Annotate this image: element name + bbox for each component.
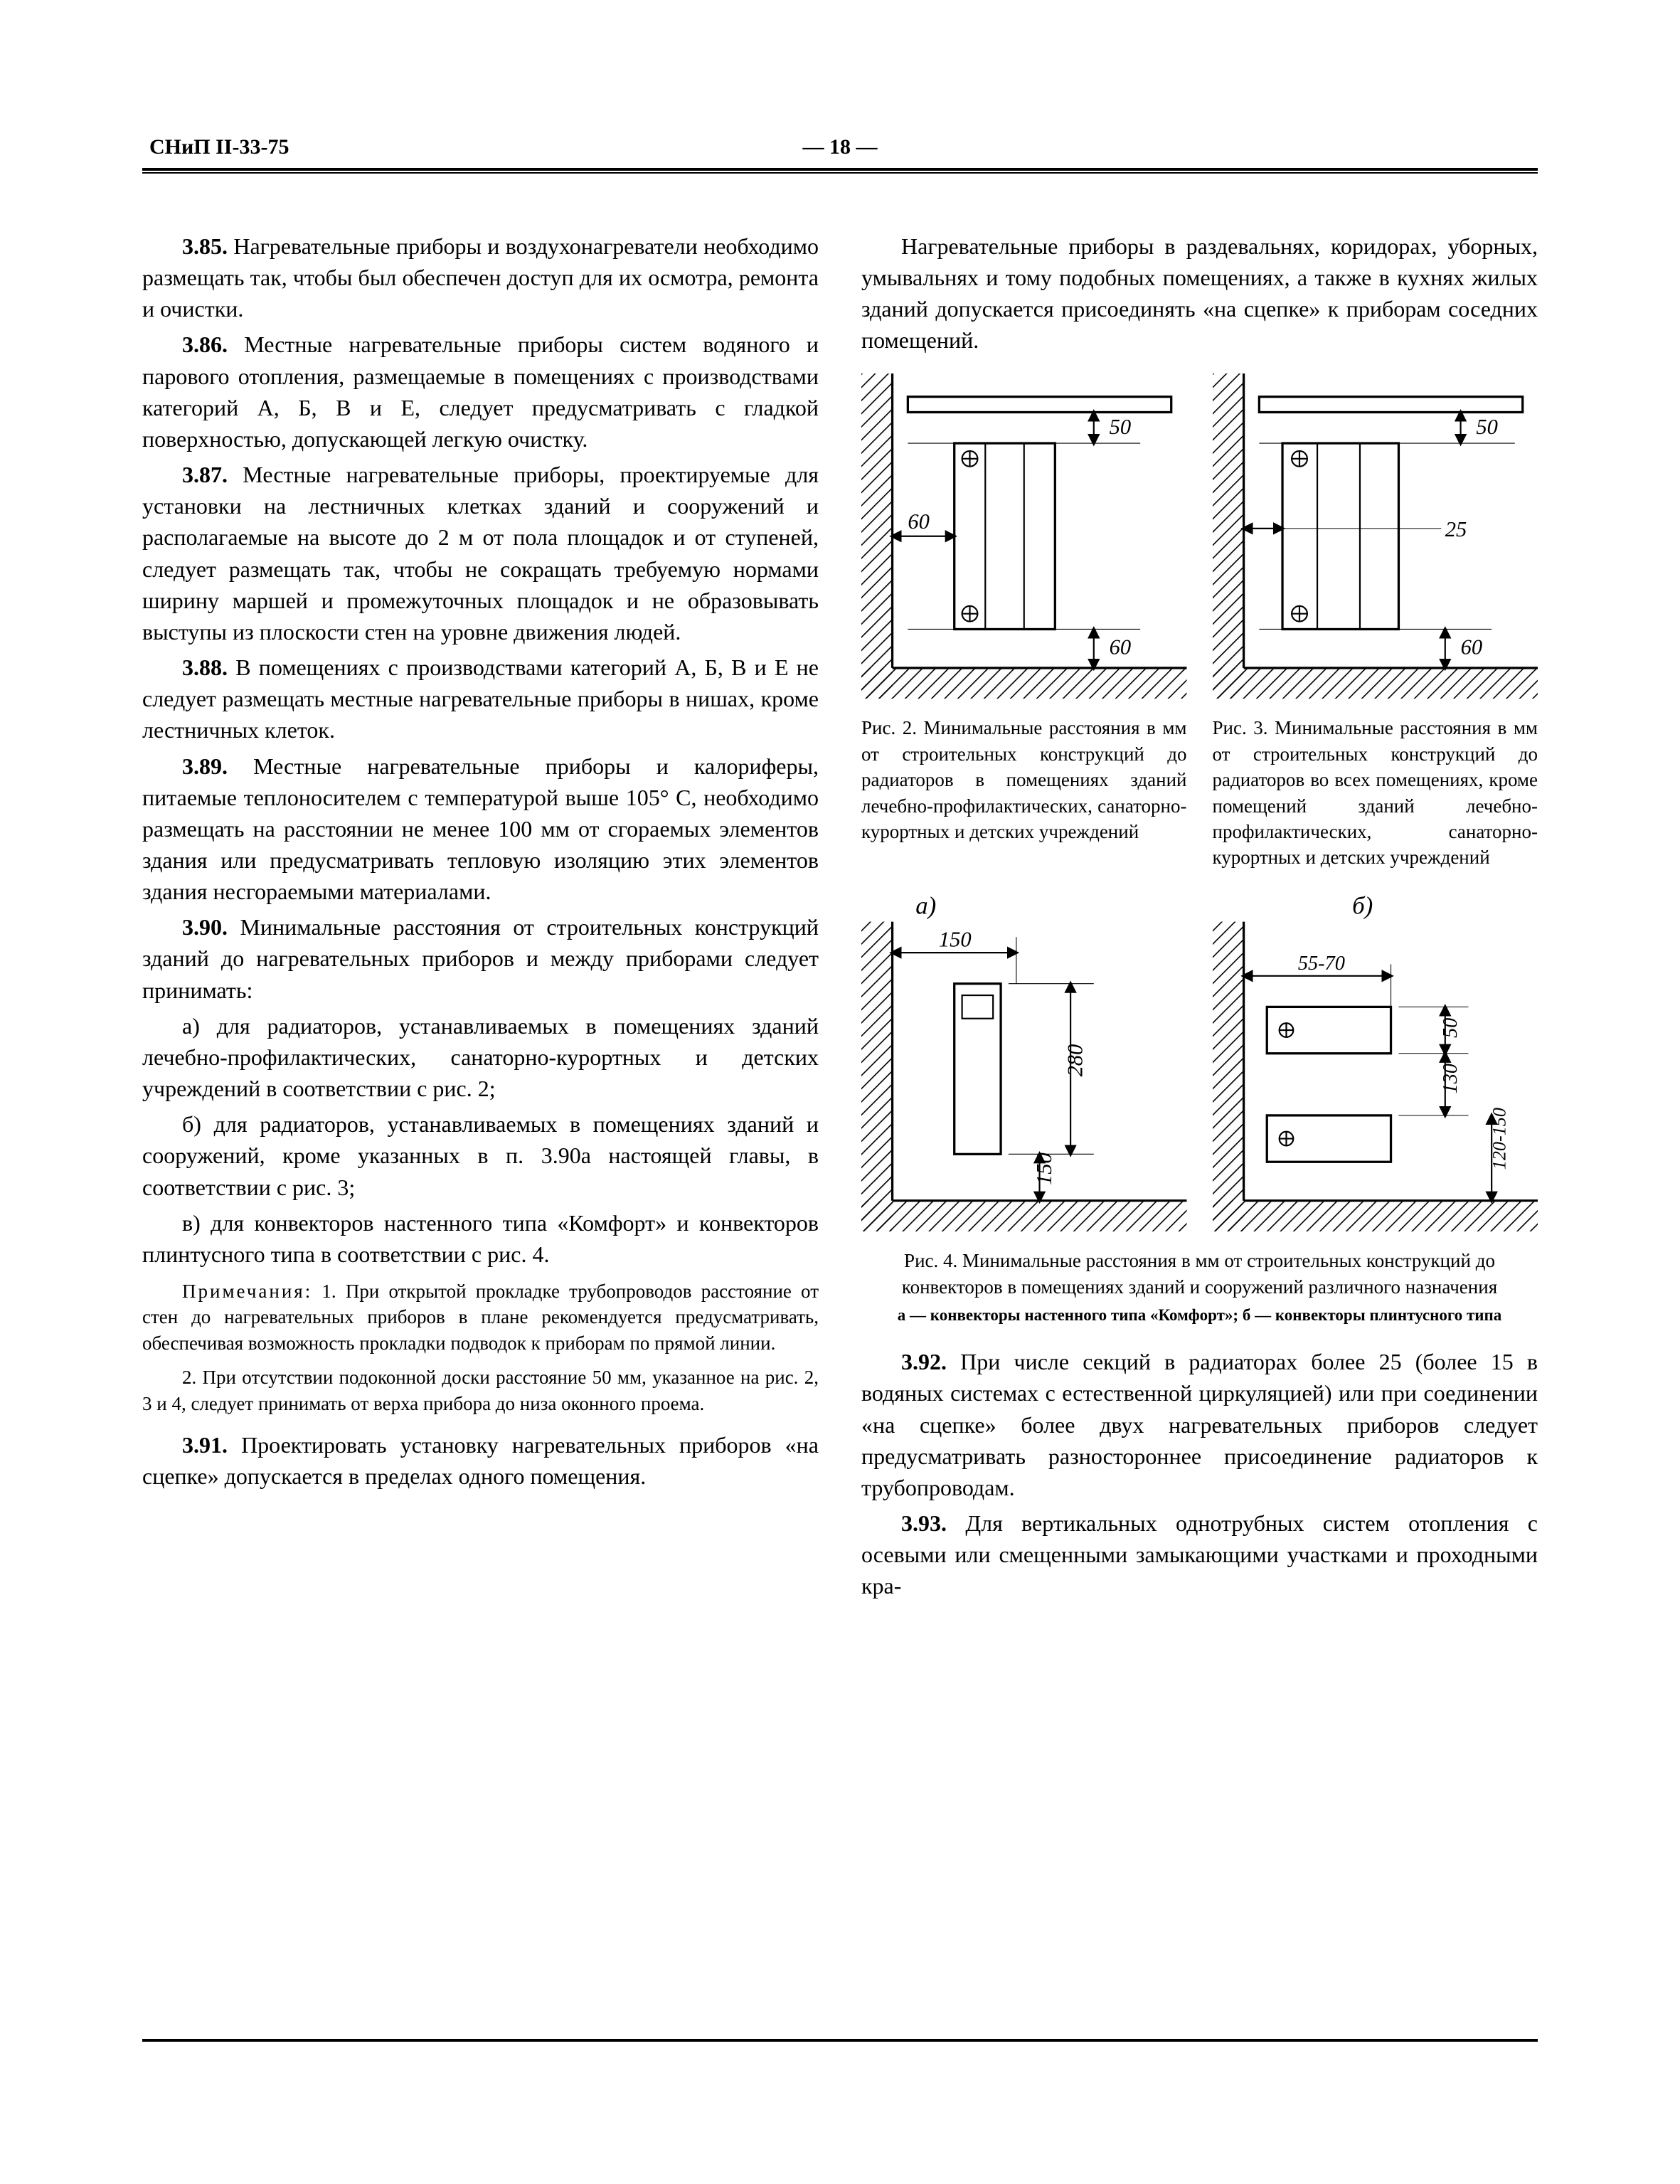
figure-4-subcaption: а — конвекторы настенного типа «Комфорт»… (861, 1304, 1538, 1326)
para-text: Минимальные расстояния от строительных к… (142, 914, 819, 1002)
figure-2: 50 60 60 Рис. 2. Минимальные расстояния … (861, 373, 1187, 871)
note-1: Примечания: 1. При открытой прокладке тр… (142, 1278, 819, 1356)
para-num: 3.85. (182, 233, 228, 259)
para-387: 3.87. Местные нагревательные приборы, пр… (142, 459, 819, 647)
para-num: 3.91. (182, 1432, 228, 1458)
figure-4-caption: Рис. 4. Минимальные расстояния в мм от с… (861, 1248, 1538, 1300)
para-text: Местные нагревательные приборы и калориф… (142, 753, 819, 905)
figure-4a-svg: а) 150 (861, 891, 1187, 1231)
page-number: — 18 — (803, 135, 878, 159)
figure-2-svg: 50 60 60 (861, 373, 1187, 699)
doc-code: СНиП II-33-75 (149, 135, 289, 159)
para-num: 3.90. (182, 914, 228, 940)
fig4-label-b: б) (1352, 892, 1373, 920)
figure-4b: б) (1213, 891, 1538, 1239)
para-390c: в) для конвекторов настенного типа «Комф… (142, 1207, 819, 1270)
dim-label: 25 (1445, 516, 1467, 541)
note-2: 2. При отсутствии подоконной доски расст… (142, 1364, 819, 1416)
figure-3-svg: 50 25 60 (1213, 373, 1538, 699)
figure-2-caption: Рис. 2. Минимальные расстояния в мм от с… (861, 715, 1187, 844)
dim-label: 150 (1032, 1152, 1056, 1185)
fig-row-4: а) 150 (861, 891, 1538, 1239)
intro-para: Нагревательные приборы в раздевальнях, к… (861, 230, 1538, 356)
para-385: 3.85. Нагревательные приборы и воздухона… (142, 230, 819, 324)
dim-label: 130 (1440, 1064, 1462, 1093)
dim-label: 60 (1110, 635, 1132, 659)
page: СНиП II-33-75 — 18 — СНиП II-33-75 3.85.… (142, 135, 1538, 2042)
figure-3: 50 25 60 Рис. 3. Минимальные расстояния … (1213, 373, 1538, 871)
right-column: Нагревательные приборы в раздевальнях, к… (861, 230, 1538, 1606)
note-lead: Примечания: (182, 1281, 312, 1302)
figure-4a: а) 150 (861, 891, 1187, 1239)
para-num: 3.86. (182, 332, 228, 357)
dim-label: 60 (908, 509, 930, 533)
figure-3-caption: Рис. 3. Минимальные расстояния в мм от с… (1213, 715, 1538, 871)
para-text: Нагревательные приборы и воздухонагреват… (142, 233, 819, 322)
para-390b: б) для радиаторов, устанавливаемых в пом… (142, 1108, 819, 1202)
dim-label: 60 (1460, 635, 1482, 659)
dim-label: 55-70 (1297, 953, 1344, 975)
page-header: СНиП II-33-75 — 18 — СНиП II-33-75 (142, 135, 1538, 159)
dim-label: 50 (1110, 415, 1132, 439)
header-rule (142, 168, 1538, 174)
para-num: 3.88. (182, 654, 228, 680)
para-393: 3.93. Для вертикальных однотрубных систе… (861, 1507, 1538, 1601)
para-num: 3.87. (182, 462, 228, 487)
dim-label: 280 (1063, 1044, 1087, 1077)
para-text: Местные нагревательные приборы систем во… (142, 332, 819, 451)
footer-rule (142, 2039, 1538, 2042)
dim-label: 150 (939, 927, 972, 951)
para-num: 3.89. (182, 753, 228, 779)
para-390: 3.90. Минимальные расстояния от строител… (142, 911, 819, 1005)
figure-4b-svg: б) (1213, 891, 1538, 1231)
dim-label: 50 (1440, 1018, 1462, 1038)
fig4-label-a: а) (915, 892, 936, 920)
para-text: Проектировать установку нагревательных п… (142, 1432, 819, 1489)
para-num: 3.92. (901, 1349, 947, 1374)
left-column: 3.85. Нагревательные приборы и воздухона… (142, 230, 819, 1606)
columns: 3.85. Нагревательные приборы и воздухона… (142, 230, 1538, 1606)
para-390a: а) для радиаторов, устанавливаемых в пом… (142, 1010, 819, 1104)
para-text: Местные нагревательные приборы, проектир… (142, 462, 819, 645)
para-text: В помещениях с производствами категорий … (142, 654, 819, 743)
para-386: 3.86. Местные нагревательные приборы сис… (142, 329, 819, 455)
para-392: 3.92. При числе секций в радиаторах боле… (861, 1346, 1538, 1503)
para-389: 3.89. Местные нагревательные приборы и к… (142, 751, 819, 908)
para-text: При числе секций в радиаторах более 25 (… (861, 1349, 1538, 1500)
fig-row-23: 50 60 60 Рис. 2. Минимальные расстояния … (861, 373, 1538, 871)
para-388: 3.88. В помещениях с производствами кате… (142, 652, 819, 746)
para-391: 3.91. Проектировать установку нагревател… (142, 1429, 819, 1492)
para-text: Для вертикальных однотрубных систем отоп… (861, 1510, 1538, 1599)
dim-label: 50 (1476, 415, 1498, 439)
para-num: 3.93. (901, 1510, 947, 1536)
dim-label: 120-150 (1489, 1108, 1509, 1170)
